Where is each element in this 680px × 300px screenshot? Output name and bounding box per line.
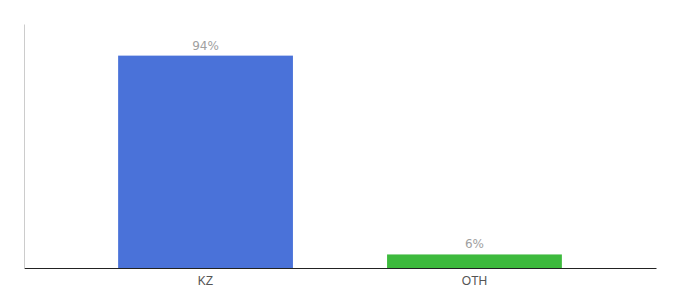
x-tick: KZ bbox=[198, 274, 213, 288]
x-axis-line bbox=[25, 268, 657, 269]
chart-svg: KZ OTH 94% 6% bbox=[0, 0, 680, 300]
bars bbox=[118, 56, 562, 268]
y-axis bbox=[24, 25, 25, 269]
x-axis: KZ OTH bbox=[25, 269, 657, 288]
bar bbox=[118, 56, 293, 268]
bar bbox=[387, 254, 562, 268]
plot-area: KZ OTH 94% 6% bbox=[25, 25, 657, 288]
x-tick: OTH bbox=[462, 274, 487, 288]
y-axis-line bbox=[24, 25, 25, 269]
chart-container: KZ OTH 94% 6% bbox=[0, 0, 680, 300]
data-label: 6% bbox=[465, 237, 484, 251]
x-tick-label: KZ bbox=[198, 274, 213, 288]
data-label: 94% bbox=[192, 39, 219, 53]
x-tick-label: OTH bbox=[462, 274, 487, 288]
data-labels: 94% 6% bbox=[192, 39, 484, 252]
